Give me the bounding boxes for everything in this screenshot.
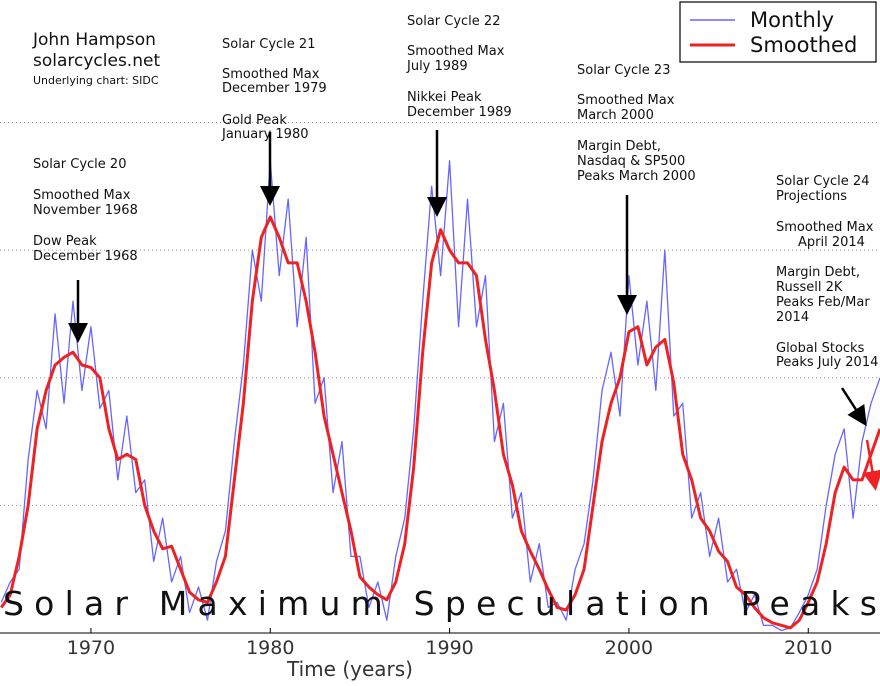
annotation: Solar Cycle 22	[407, 14, 500, 29]
annotation: Peaks Feb/Mar	[776, 295, 870, 310]
annotation: November 1968	[33, 203, 138, 218]
annotation: Projections	[776, 189, 847, 204]
annotation: December 1989	[407, 105, 512, 120]
annotation: Peaks March 2000	[577, 169, 696, 184]
x-tick-label: 1980	[246, 637, 294, 659]
projection-arrow	[862, 439, 880, 491]
chart-title: Solar Maximum Speculation Peaks	[3, 584, 877, 623]
annotation: Solar Cycle 24	[776, 174, 869, 189]
annotation: Smoothed Max	[222, 67, 320, 82]
legend-box	[679, 1, 877, 63]
arrows	[68, 130, 880, 491]
plot-lines	[0, 160, 880, 632]
annotation: Margin Debt,	[776, 265, 860, 280]
annotation: Smoothed Max	[776, 220, 874, 235]
annotation: Nasdaq & SP500	[577, 154, 685, 169]
annotation: Russell 2K	[776, 280, 843, 295]
x-tick-label: 1990	[425, 637, 473, 659]
annotation: July 1989	[406, 59, 468, 74]
annotation: Dow Peak	[33, 234, 97, 249]
x-tick-label: 2010	[784, 637, 832, 659]
annotation: March 2000	[577, 108, 654, 123]
source: Underlying chart: SIDC	[33, 74, 159, 87]
x-tick-label: 1970	[67, 637, 115, 659]
annotation: Margin Debt,	[577, 139, 661, 154]
x-tick-label: 2000	[605, 637, 653, 659]
annotation: December 1968	[33, 249, 138, 264]
annotation: Smoothed Max	[407, 44, 505, 59]
annotation: January 1980	[221, 127, 309, 142]
annotation: Solar Cycle 23	[577, 63, 670, 78]
series-line	[0, 215, 880, 630]
annotation: Global Stocks	[776, 341, 865, 356]
annotation: Solar Cycle 20	[33, 157, 126, 172]
x-ticks: 1970 1980 1990 2000 2010	[67, 628, 832, 659]
x-axis-label: Time (years)	[286, 657, 413, 681]
legend-label: Monthly	[750, 8, 834, 32]
grid	[0, 122, 880, 506]
annotation: Solar Cycle 21	[222, 37, 315, 52]
arrow	[840, 387, 867, 427]
series-line	[0, 160, 880, 632]
author: solarcycles.net	[33, 51, 160, 71]
author: John Hampson	[32, 30, 156, 50]
annotation: Smoothed Max	[33, 188, 131, 203]
legend-label: Smoothed	[750, 33, 857, 57]
annotation: 2014	[776, 310, 809, 325]
annotation: Smoothed Max	[577, 93, 675, 108]
annotation: Nikkei Peak	[407, 90, 482, 105]
annotation: Gold Peak	[222, 113, 287, 128]
annotation: Peaks July 2014	[776, 355, 878, 370]
annotation: April 2014	[798, 235, 865, 250]
annotation: December 1979	[222, 81, 327, 96]
